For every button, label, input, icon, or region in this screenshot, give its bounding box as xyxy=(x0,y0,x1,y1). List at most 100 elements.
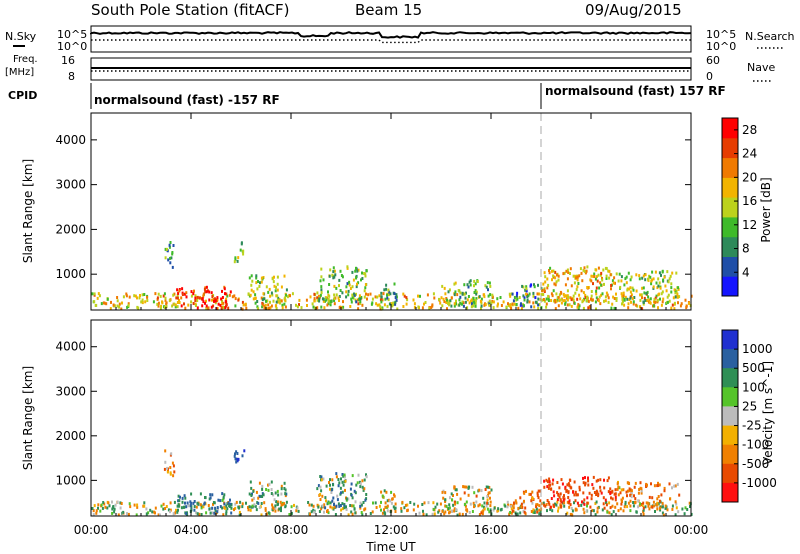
echo-cell xyxy=(462,485,465,489)
echo-cell xyxy=(621,297,624,301)
echo-cell xyxy=(587,476,589,480)
echo-cell xyxy=(290,505,293,509)
echo-cell xyxy=(200,513,203,516)
echo-cell xyxy=(470,305,473,309)
echo-cell xyxy=(111,507,114,511)
echo-cell xyxy=(251,279,254,283)
echo-cell xyxy=(530,499,533,503)
power-colorbar-tick-label: 8 xyxy=(742,242,750,256)
echo-cell xyxy=(401,500,404,504)
echo-cell xyxy=(276,275,279,279)
echo-cell xyxy=(388,498,390,502)
echo-cell xyxy=(626,481,629,485)
echo-cell xyxy=(174,511,177,515)
echo-cell xyxy=(380,307,383,311)
y-tick-label: 2000 xyxy=(55,429,86,443)
echo-cell xyxy=(418,511,421,515)
echo-cell xyxy=(363,272,366,275)
echo-cell xyxy=(261,495,264,498)
echo-cell xyxy=(350,300,353,304)
echo-cell xyxy=(578,488,581,492)
echo-cell xyxy=(519,496,522,500)
echo-cell xyxy=(177,503,180,507)
echo-cell xyxy=(599,489,602,493)
echo-cell xyxy=(684,506,687,510)
echo-cell xyxy=(521,284,524,288)
echo-cell xyxy=(486,281,489,285)
echo-cell xyxy=(540,293,543,297)
echo-cell xyxy=(248,276,251,280)
echo-cell xyxy=(318,510,321,513)
echo-cell xyxy=(257,501,260,505)
echo-cell xyxy=(327,299,330,303)
echo-cell xyxy=(267,307,270,311)
echo-cell xyxy=(584,293,587,297)
echo-cell xyxy=(640,487,643,491)
echo-cell xyxy=(567,271,570,274)
echo-cell xyxy=(340,491,342,495)
echo-cell xyxy=(511,292,514,296)
echo-cell xyxy=(575,276,578,280)
echo-cell xyxy=(143,293,146,296)
echo-cell xyxy=(523,499,525,503)
echo-cell xyxy=(252,496,255,500)
echo-cell xyxy=(269,294,272,298)
echo-cell xyxy=(183,494,186,498)
echo-cell xyxy=(471,485,474,489)
echo-cell xyxy=(677,286,680,290)
echo-cell xyxy=(604,295,607,299)
echo-cell xyxy=(209,493,212,497)
echo-cell xyxy=(163,467,166,471)
echo-cell xyxy=(590,290,593,293)
echo-cell xyxy=(675,502,678,506)
echo-cell xyxy=(278,507,281,511)
echo-cell xyxy=(560,301,563,305)
echo-cell xyxy=(265,285,268,289)
echo-cell xyxy=(318,297,321,301)
echo-cell xyxy=(205,285,208,289)
echo-cell xyxy=(661,270,664,274)
echo-cell xyxy=(667,280,670,284)
echo-cell xyxy=(480,489,483,493)
echo-cell xyxy=(574,274,577,278)
echo-cell xyxy=(602,502,605,506)
echo-cell xyxy=(556,498,559,502)
echo-cell xyxy=(311,302,314,306)
echo-cell xyxy=(163,292,166,296)
echo-cell xyxy=(327,290,329,294)
echo-cell xyxy=(629,493,632,497)
echo-cell xyxy=(203,287,206,291)
echo-cell xyxy=(208,507,211,511)
echo-cell xyxy=(463,292,466,296)
echo-cell xyxy=(230,503,233,506)
echo-cell xyxy=(211,493,214,497)
echo-cell xyxy=(453,500,456,504)
echo-cell xyxy=(480,511,483,515)
echo-cell xyxy=(643,296,646,300)
echo-cell xyxy=(365,497,368,501)
echo-cell xyxy=(657,481,659,485)
echo-cell xyxy=(645,501,648,505)
echo-cell xyxy=(169,261,172,265)
echo-cell xyxy=(557,493,560,497)
echo-cell xyxy=(207,306,210,310)
echo-cell xyxy=(91,507,94,510)
echo-cell xyxy=(478,488,481,492)
echo-cell xyxy=(332,483,335,487)
echo-cell xyxy=(658,271,661,275)
echo-cell xyxy=(677,301,679,305)
x-tick-label: 16:00 xyxy=(474,523,509,537)
echo-cell xyxy=(198,296,201,300)
power-x-ticks xyxy=(90,113,692,310)
echo-cell xyxy=(157,292,160,296)
echo-cell xyxy=(474,282,477,286)
echo-cell xyxy=(458,303,461,307)
echo-cell xyxy=(572,274,575,278)
echo-cell xyxy=(391,497,394,501)
echo-cell xyxy=(510,505,513,509)
echo-cell xyxy=(324,299,326,303)
echo-cell xyxy=(297,509,300,513)
echo-cell xyxy=(275,307,278,310)
echo-cell xyxy=(122,295,125,299)
echo-cell xyxy=(331,506,334,510)
